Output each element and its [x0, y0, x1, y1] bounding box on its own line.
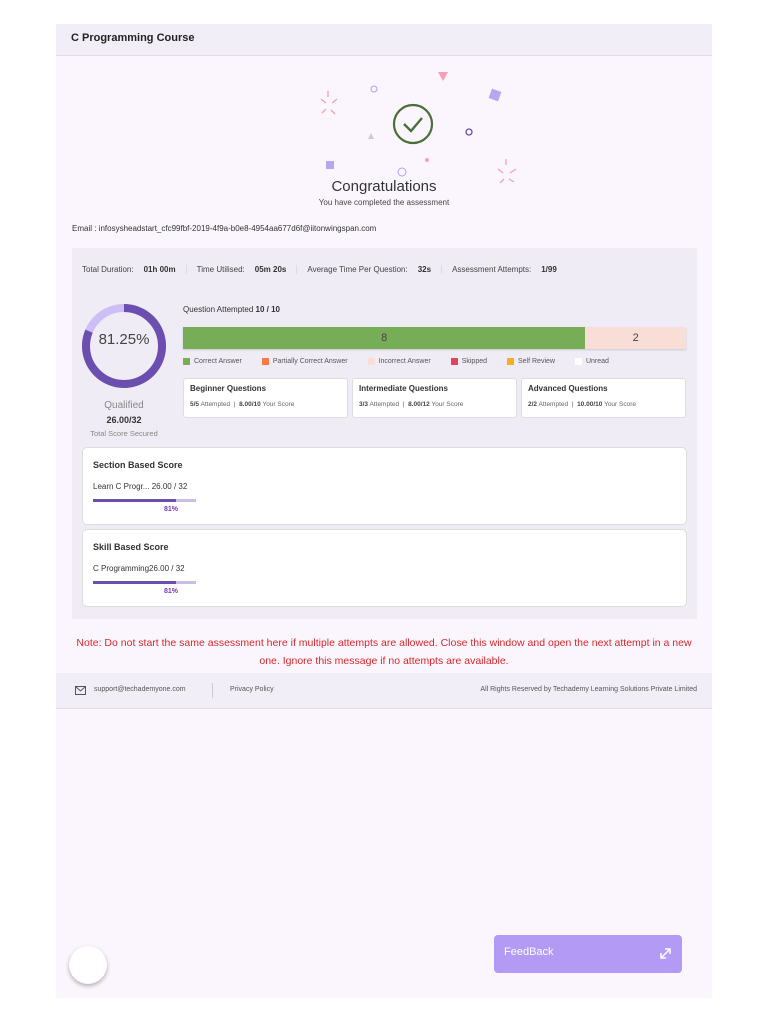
stat-label: Time Utilised:	[196, 265, 245, 274]
legend-partial: Partially Correct Answer	[261, 358, 348, 365]
results-panel: Total Duration: 01h 00m Time Utilised: 05m…	[72, 248, 697, 619]
total-score: 26.00/32	[106, 415, 142, 425]
page-title: C Programming Course	[56, 24, 712, 56]
legend-unread: Unread	[574, 358, 609, 365]
stat-label: Average Time Per Question:	[307, 265, 408, 274]
score-ring	[82, 304, 166, 388]
divider	[212, 683, 213, 698]
congrats-subtitle: You have completed the assessment	[318, 198, 450, 207]
answers-legend: Correct Answer Partially Correct Answer …	[183, 358, 629, 365]
skill-score-title: Skill Based Score	[93, 542, 169, 552]
copyright: All Rights Reserved by Techademy Learnin…	[480, 686, 697, 693]
qualified-status: Qualified	[104, 400, 144, 411]
stat-label: Assessment Attempts:	[452, 265, 532, 274]
section-score-value: Learn C Progr... 26.00 / 32	[93, 482, 188, 491]
expand-icon[interactable]	[659, 947, 672, 960]
level-title: Advanced Questions	[528, 384, 608, 393]
qa-value: 10 / 10	[255, 305, 280, 314]
skill-percent: 81%	[163, 588, 178, 595]
stat-value: 01h 00m	[143, 265, 176, 274]
user-email: Email : infosysheadstart_cfc99fbf-2019-4…	[72, 224, 377, 233]
section-percent: 81%	[163, 506, 178, 513]
privacy-policy-link[interactable]: Privacy Policy	[230, 686, 274, 693]
skill-score-card: Skill Based Score C Programming26.00 / 3…	[82, 529, 687, 607]
answers-bar: 8 2	[183, 327, 686, 349]
intermediate-questions-card: Intermediate Questions 3/3 Attempted | 8…	[352, 378, 517, 418]
section-score-title: Section Based Score	[93, 460, 183, 470]
advanced-questions-card: Advanced Questions 2/2 Attempted | 10.00…	[521, 378, 686, 418]
legend-incorrect: Incorrect Answer	[367, 358, 431, 365]
floating-action-button[interactable]	[69, 946, 107, 984]
support-email-link[interactable]: support@techademyone.com	[94, 686, 186, 693]
stat-value: 1/99	[541, 265, 557, 274]
level-meta: 2/2 Attempted | 10.00/10 Your Score	[528, 401, 636, 408]
check-circle-icon	[392, 103, 434, 145]
stats-bar: Total Duration: 01h 00m Time Utilised: 05m…	[82, 265, 567, 274]
stat-value: 05m 20s	[254, 265, 287, 274]
stat-time-utilised: Time Utilised: 05m 20s	[187, 265, 298, 274]
score-percent: 81.25%	[98, 331, 150, 348]
total-score-caption: Total Score Secured	[90, 429, 158, 438]
section-score-card: Section Based Score Learn C Progr... 26.…	[82, 447, 687, 525]
feedback-label: FeedBack	[504, 946, 554, 958]
stat-avg-time: Average Time Per Question: 32s	[297, 265, 443, 274]
qa-label: Question Attempted	[183, 305, 254, 314]
legend-self-review: Self Review	[507, 358, 555, 365]
legend-correct: Correct Answer	[183, 358, 242, 365]
congrats-title: Congratulations	[331, 178, 437, 195]
stat-label: Total Duration:	[82, 265, 134, 274]
score-ring-fill	[82, 304, 166, 388]
stat-value: 32s	[417, 265, 432, 274]
level-meta: 3/3 Attempted | 8.00/12 Your Score	[359, 401, 464, 408]
page: C Programming Course Congratulations You…	[56, 24, 712, 998]
footer: support@techademyone.com Privacy Policy …	[56, 673, 712, 709]
section-progress-bar	[93, 499, 196, 502]
stat-attempts: Assessment Attempts: 1/99	[442, 265, 567, 274]
attempt-note: Note: Do not start the same assessment h…	[76, 637, 692, 667]
level-title: Beginner Questions	[190, 384, 267, 393]
skill-progress-bar	[93, 581, 196, 584]
legend-skipped: Skipped	[450, 358, 487, 365]
level-meta: 5/5 Attempted | 8.00/10 Your Score	[190, 401, 295, 408]
correct-segment: 8	[183, 327, 586, 349]
feedback-button[interactable]: FeedBack	[494, 935, 682, 973]
mail-icon	[75, 686, 86, 695]
confetti-decoration	[320, 72, 517, 184]
stat-total-duration: Total Duration: 01h 00m	[82, 265, 187, 274]
skill-score-value: C Programming26.00 / 32	[93, 564, 185, 573]
incorrect-segment: 2	[585, 327, 686, 349]
questions-attempted: Question Attempted 10 / 10	[183, 305, 280, 314]
level-title: Intermediate Questions	[359, 384, 448, 393]
beginner-questions-card: Beginner Questions 5/5 Attempted | 8.00/…	[183, 378, 348, 418]
